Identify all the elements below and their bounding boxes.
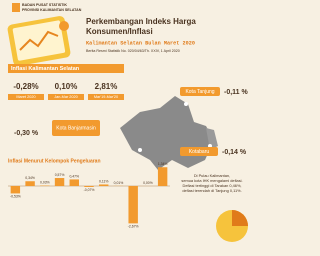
chart-title: Inflasi Menurut Kelompok Pengeluaran <box>8 158 101 164</box>
summary-label: Jan-Mar 2020 <box>54 95 77 99</box>
agency: BADAN PUSAT STATISTIK <box>22 3 67 7</box>
summary-label: Maret 2020 <box>16 95 35 99</box>
summary-value: 2,81% <box>95 82 118 91</box>
value-label: -2,67% <box>128 224 139 228</box>
city-value: -0,30 % <box>14 130 39 137</box>
city-value: -0,14 % <box>222 149 247 156</box>
value-label: 0,03% <box>40 180 50 184</box>
summary-label-box <box>8 94 44 100</box>
summary-label-box <box>88 94 124 100</box>
city-name: Kotabaru <box>189 149 210 155</box>
summary-bar <box>8 64 124 73</box>
title: Konsumen/Inflasi <box>86 27 153 36</box>
summary-value: -0,28% <box>13 82 38 91</box>
value-label: 0,57% <box>55 173 65 177</box>
bar <box>99 184 109 186</box>
province: PROVINSI KALIMANTAN SELATAN <box>22 8 82 12</box>
title: Perkembangan Indeks Harga <box>86 17 196 26</box>
summary-label: Mar'19-Mar'20 <box>94 95 118 99</box>
summary-value: 0,10% <box>55 82 78 91</box>
map <box>120 96 214 170</box>
city-box <box>52 120 100 136</box>
logo <box>12 3 20 12</box>
map-pin <box>138 148 142 152</box>
tablet-illustration <box>7 16 71 66</box>
page: {"header": {"agency": "BADAN PUSAT STATI… <box>7 2 249 242</box>
value-label: 0,34% <box>25 176 35 180</box>
city-name: Kota Banjarmasin <box>56 125 96 131</box>
bar <box>69 179 79 186</box>
note-line: Deflasi tertinggi di Tarakan 0,46%, <box>183 183 242 188</box>
bar <box>54 178 65 186</box>
summary-title: Inflasi Kalimantan Selatan <box>11 66 80 72</box>
value-label: 0,01% <box>114 181 124 185</box>
city-value: -0,11 % <box>224 89 249 96</box>
summary-label-box <box>48 94 84 100</box>
bar <box>10 186 21 194</box>
value-label: 0,00% <box>143 181 153 185</box>
value-label: 0,11% <box>99 179 108 183</box>
bar <box>128 186 138 224</box>
note-line: deflasi terendah di Tanjung 0,11%. <box>182 188 241 193</box>
city-box <box>180 87 220 96</box>
value-label: 0,47% <box>69 174 79 178</box>
pie-illustration <box>232 210 248 226</box>
infographic: BADAN PUSAT STATISTIK PROVINSI KALIMANTA… <box>7 3 249 242</box>
bar <box>25 181 35 186</box>
subtitle: Kalimantan Selatan Bulan Maret 2020 <box>86 40 195 46</box>
release: Berita Resmi Statistik No. 020/04/63/Th.… <box>86 49 180 53</box>
map-pin <box>184 102 188 106</box>
value-label: 1,34% <box>158 162 168 166</box>
city-name: Kota Tanjung <box>185 89 214 95</box>
value-label: -0,53% <box>10 194 21 198</box>
bar <box>84 186 94 187</box>
bar <box>157 167 168 186</box>
city-box <box>180 147 218 156</box>
note-line: semua kota IHK mengalami deflasi. <box>181 178 242 183</box>
note-line: Di Pulau Kalimantan, <box>194 173 230 178</box>
value-label: -0,07% <box>84 188 95 192</box>
